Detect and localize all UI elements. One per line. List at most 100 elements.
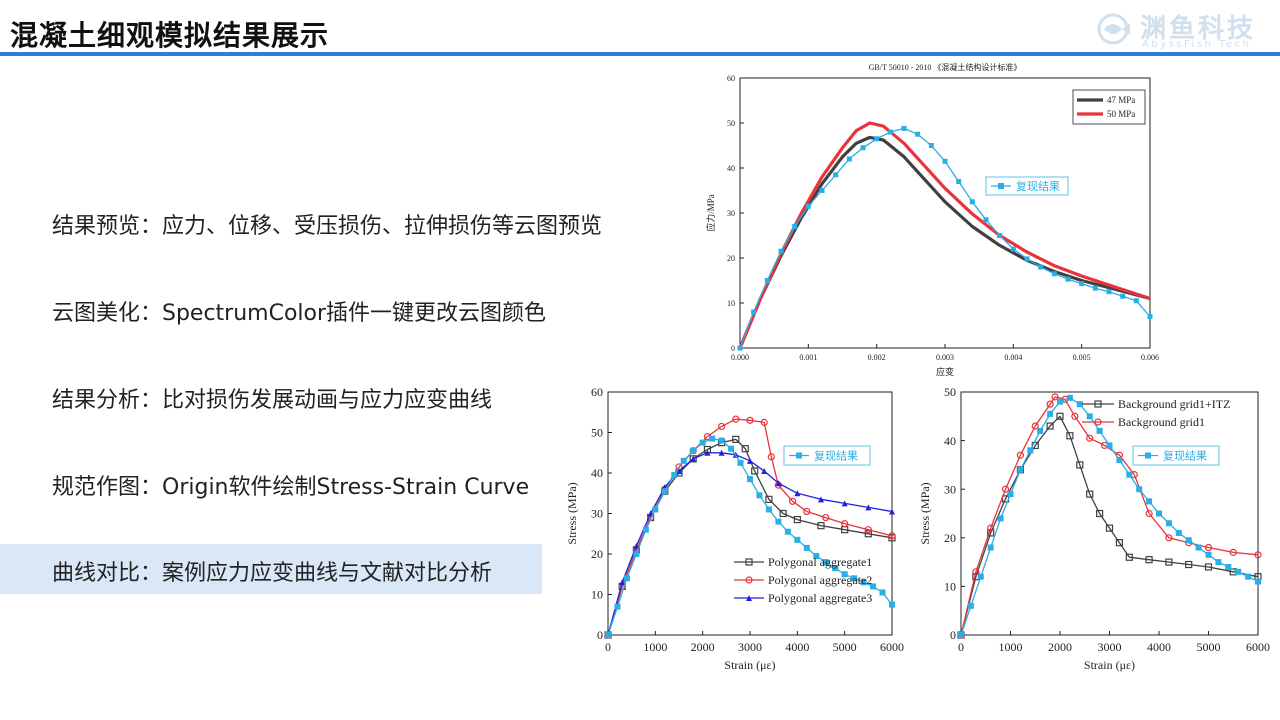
data-point bbox=[680, 457, 687, 464]
data-point bbox=[1215, 559, 1222, 566]
chart-title: GB/T 50010 - 2010 《混凝土结构设计标准》 bbox=[869, 62, 1022, 72]
data-point bbox=[1076, 401, 1083, 408]
data-point bbox=[1096, 509, 1104, 518]
data-point bbox=[1125, 553, 1133, 561]
data-point bbox=[818, 496, 824, 503]
list-item-analysis: 结果分析：比对损伤发展动画与应力应变曲线 bbox=[52, 388, 493, 413]
data-point bbox=[987, 524, 995, 532]
x-tick-label: 0.002 bbox=[868, 353, 886, 362]
company-logo: 渊鱼科技 AbyssFish Tech bbox=[1096, 8, 1266, 52]
data-point bbox=[1051, 271, 1057, 277]
data-point bbox=[676, 467, 682, 474]
data-point bbox=[864, 526, 872, 534]
data-point bbox=[841, 520, 849, 528]
logo-subtitle: AbyssFish Tech bbox=[1142, 39, 1252, 50]
data-point bbox=[958, 632, 964, 638]
data-point bbox=[718, 449, 725, 456]
legend-label: Polygonal aggregate3 bbox=[768, 591, 872, 605]
data-point bbox=[699, 439, 706, 446]
data-point bbox=[1086, 490, 1094, 498]
legend-marker bbox=[1094, 418, 1102, 426]
legend-box bbox=[1072, 89, 1146, 125]
y-axis-label: Stress (MPa) bbox=[918, 482, 932, 544]
legend-marker bbox=[745, 558, 753, 566]
data-point bbox=[792, 224, 798, 229]
data-point bbox=[813, 553, 820, 560]
data-point bbox=[746, 416, 754, 424]
x-tick-label: 5000 bbox=[833, 640, 857, 654]
data-point bbox=[915, 131, 921, 137]
y-tick-label: 0 bbox=[950, 628, 956, 642]
data-point bbox=[1175, 529, 1182, 536]
data-point bbox=[605, 632, 611, 638]
data-point bbox=[833, 172, 839, 178]
data-point bbox=[997, 515, 1004, 522]
annotation-label: 复现结果 bbox=[1016, 179, 1060, 193]
data-point bbox=[1165, 558, 1173, 566]
data-point bbox=[887, 129, 893, 135]
legend-label: 47 MPa bbox=[1107, 95, 1135, 105]
data-point bbox=[888, 534, 896, 542]
x-tick-label: 5000 bbox=[1197, 640, 1221, 654]
data-point bbox=[1115, 539, 1123, 547]
x-tick-label: 6000 bbox=[1246, 640, 1270, 654]
data-point bbox=[1017, 466, 1024, 473]
data-point bbox=[1046, 422, 1054, 430]
x-tick-label: 6000 bbox=[880, 640, 904, 654]
data-point bbox=[822, 559, 829, 566]
data-point bbox=[1066, 394, 1073, 401]
data-point bbox=[851, 575, 858, 582]
y-tick-label: 20 bbox=[727, 254, 735, 263]
chart-gb50010: GB/T 50010 - 2010 《混凝土结构设计标准》 0.000 0.001 0… bbox=[705, 62, 1159, 377]
data-point bbox=[1165, 534, 1173, 542]
annotation-marker bbox=[1145, 452, 1151, 459]
data-point bbox=[778, 248, 784, 254]
data-point bbox=[969, 199, 975, 205]
data-point bbox=[1031, 422, 1039, 430]
data-point bbox=[803, 544, 810, 551]
y-tick-label: 10 bbox=[727, 299, 735, 308]
data-point bbox=[819, 188, 825, 193]
annotation-marker bbox=[796, 452, 802, 459]
y-tick-label: 30 bbox=[944, 482, 956, 496]
data-point bbox=[1010, 246, 1016, 252]
data-point bbox=[747, 457, 753, 464]
data-point bbox=[967, 602, 974, 609]
y-tick-label: 40 bbox=[591, 466, 603, 480]
annotation-box bbox=[783, 445, 871, 466]
data-point bbox=[1116, 457, 1123, 464]
y-tick-label: 40 bbox=[727, 164, 735, 173]
legend-marker bbox=[1094, 400, 1102, 408]
data-point bbox=[1235, 568, 1242, 575]
x-tick-label: 3000 bbox=[738, 640, 762, 654]
data-point bbox=[972, 568, 980, 576]
annotation-box bbox=[1132, 445, 1220, 466]
x-tick-label: 0.006 bbox=[1141, 353, 1159, 362]
y-tick-label: 60 bbox=[727, 74, 735, 83]
data-point bbox=[633, 551, 640, 557]
data-point bbox=[860, 145, 866, 151]
series-line bbox=[960, 415, 1259, 636]
data-point bbox=[690, 455, 697, 462]
data-point bbox=[865, 504, 872, 511]
data-point bbox=[789, 497, 797, 505]
data-point bbox=[1007, 491, 1014, 498]
series-line bbox=[960, 396, 1259, 636]
list-item-curve-compare: 曲线对比：案例应力应变曲线与文献对比分析 bbox=[52, 561, 493, 586]
y-tick-label: 30 bbox=[591, 507, 603, 521]
legend-label: Polygonal aggregate1 bbox=[768, 555, 872, 569]
data-point bbox=[1079, 281, 1085, 287]
annotation-marker bbox=[998, 183, 1004, 189]
data-point bbox=[794, 490, 801, 497]
x-tick-label: 0.004 bbox=[1004, 353, 1022, 362]
data-point bbox=[1245, 573, 1252, 580]
data-point bbox=[1205, 551, 1212, 558]
data-point bbox=[793, 515, 801, 524]
x-tick-label: 0 bbox=[605, 640, 611, 654]
data-point bbox=[794, 536, 801, 543]
x-tick-label: 0 bbox=[958, 640, 964, 654]
highlight-band bbox=[0, 544, 542, 594]
y-tick-label: 50 bbox=[591, 426, 603, 440]
y-tick-label: 0 bbox=[731, 344, 735, 353]
annotation-label: 复现结果 bbox=[814, 449, 858, 463]
